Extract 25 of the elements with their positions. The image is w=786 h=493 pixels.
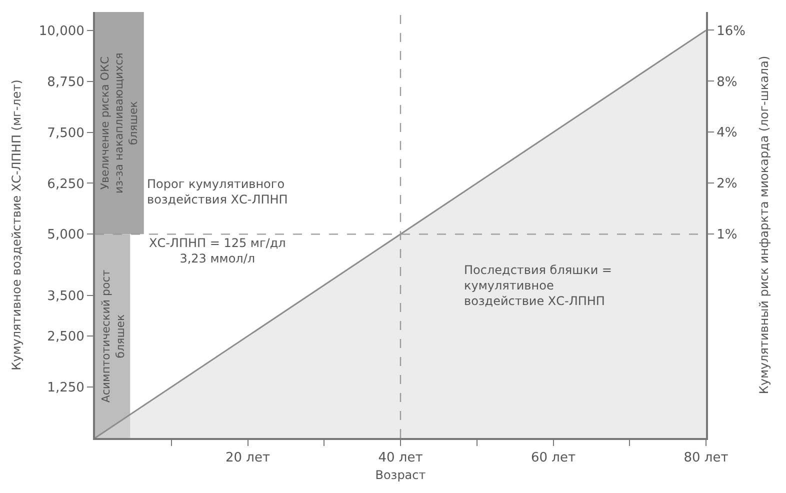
y-tick-label: 8,750 xyxy=(47,74,84,90)
y-tick-label: 6,250 xyxy=(47,176,84,192)
y2-tick-label: 1% xyxy=(716,228,738,243)
x-tick-label: 20 лет xyxy=(225,450,270,466)
x-tick-label: 60 лет xyxy=(530,450,576,466)
y2-tick-label: 16% xyxy=(716,24,746,39)
band-label: Увеличение риска ОКС из-за накапливающихся бляшек xyxy=(98,52,140,194)
ref-line-label: Порог кумулятивного воздействия ХС-ЛПНП xyxy=(147,177,288,207)
annotation: ХС-ЛПНП = 125 мг/дл 3,23 ммол/л xyxy=(149,236,286,266)
y-tick-label: 2,500 xyxy=(47,330,84,345)
x-axis-title: Возраст xyxy=(375,468,426,482)
annotation: Последствия бляшки = кумулятивное воздействие ХС-ЛПНП xyxy=(464,263,612,308)
x-tick-label: 40 лет xyxy=(378,450,424,466)
y2-axis-title: Кумулятивный риск инфаркта миокарда (лог-шкала) xyxy=(756,56,771,394)
y-tick-label: 1,250 xyxy=(47,380,84,396)
y2-tick-label: 8% xyxy=(716,74,738,90)
y-tick-label: 10,000 xyxy=(38,24,84,39)
y2-tick-label: 4% xyxy=(716,126,738,141)
y-tick-label: 7,500 xyxy=(47,126,84,141)
y-tick-label: 3,500 xyxy=(47,288,84,304)
y-tick-label: 5,000 xyxy=(47,228,84,243)
band-label: Асимптотический рост бляшек xyxy=(99,269,127,403)
y2-tick-label: 2% xyxy=(716,176,738,192)
y-axis-title: Кумулятивное воздействие ХС-ЛПНП (мг-лет) xyxy=(10,80,24,370)
x-tick-label: 80 лет xyxy=(684,450,729,466)
